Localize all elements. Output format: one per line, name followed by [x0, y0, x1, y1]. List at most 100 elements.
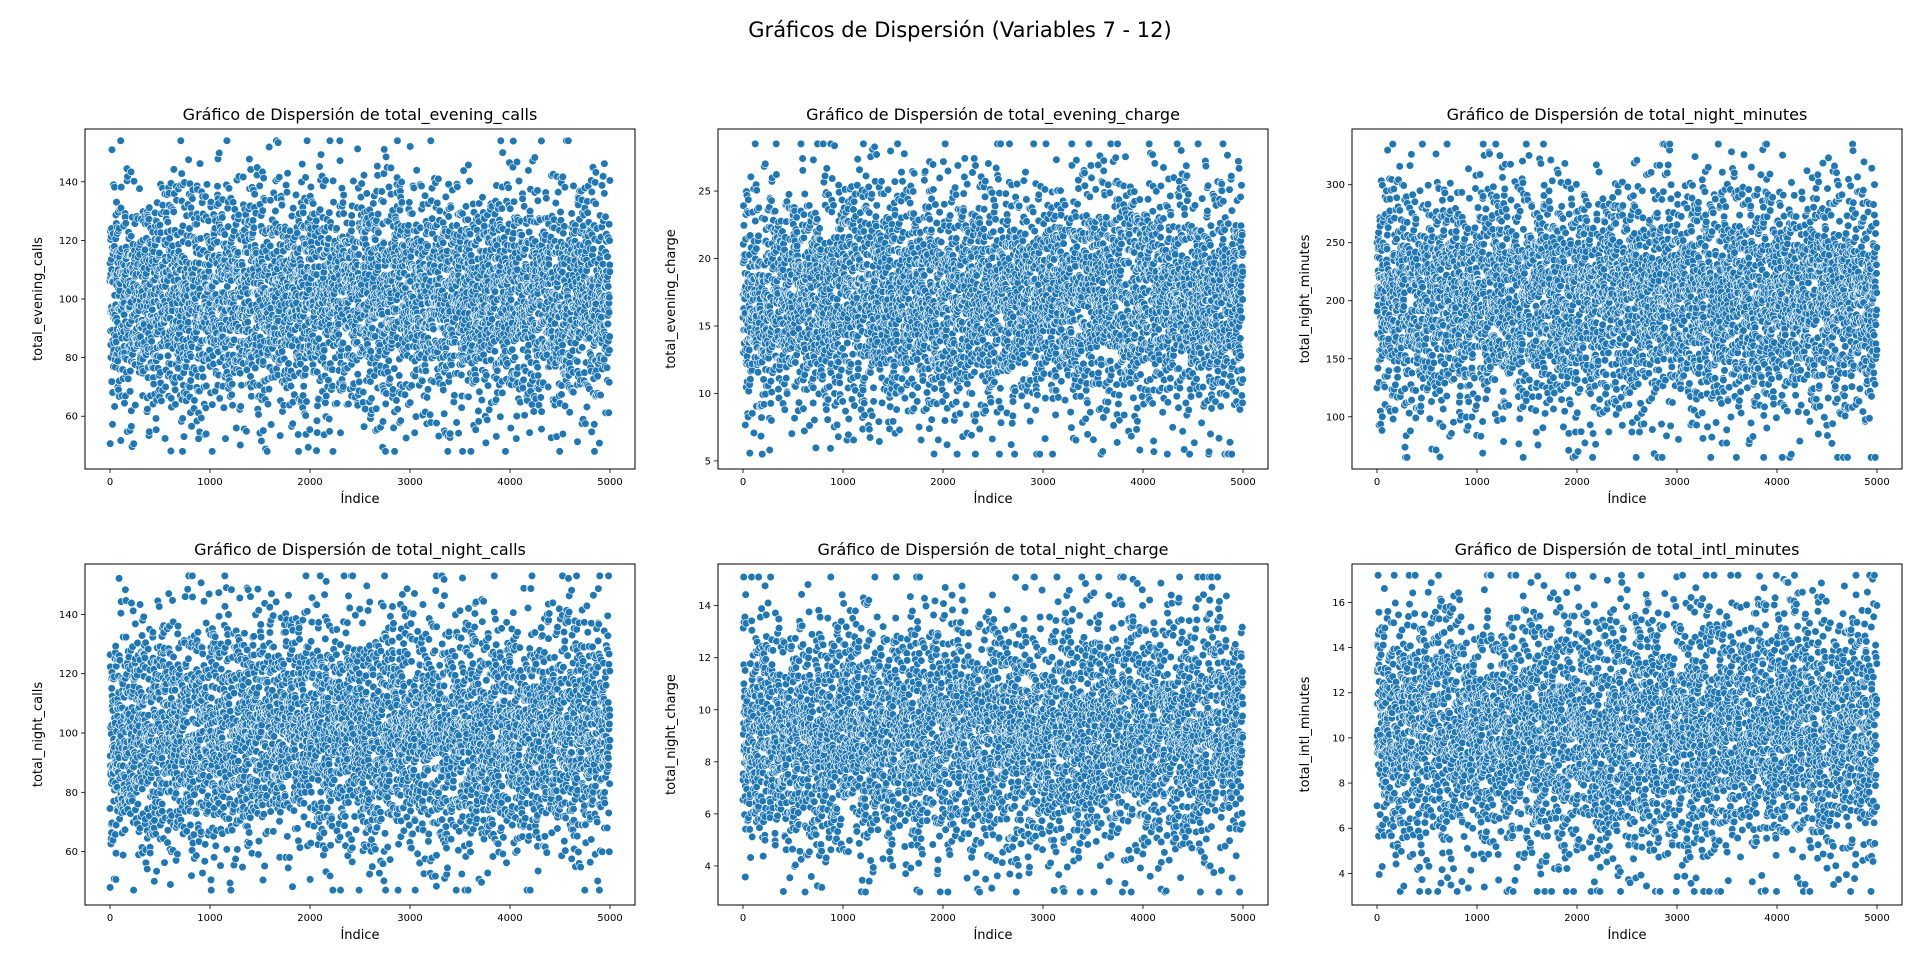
scatter-point	[148, 305, 157, 314]
scatter-point	[242, 427, 251, 436]
scatter-point	[446, 429, 455, 438]
scatter-point	[496, 136, 505, 145]
scatter-point	[129, 439, 138, 448]
scatter-point	[474, 417, 483, 426]
scatter-point	[433, 198, 442, 208]
scatter-point	[458, 447, 467, 456]
scatter-point	[147, 337, 156, 346]
scatter-point	[374, 228, 383, 237]
scatter-point	[236, 369, 245, 378]
scatter-point	[573, 357, 582, 366]
scatter-point	[395, 205, 405, 215]
scatter-point	[126, 387, 135, 396]
scatter-point	[116, 436, 125, 445]
scatter-point	[408, 209, 417, 218]
scatter-point	[202, 429, 211, 438]
scatter-point	[314, 334, 323, 343]
scatter-point	[161, 382, 170, 392]
scatter-point	[569, 388, 578, 397]
scatter-point	[426, 136, 435, 145]
scatter-point	[471, 425, 480, 434]
scatter-point	[395, 371, 404, 380]
scatter-point	[373, 162, 382, 171]
scatter-point	[301, 364, 310, 373]
scatter-point	[353, 370, 362, 379]
scatter-point	[597, 181, 607, 190]
scatter-point	[140, 245, 150, 255]
scatter-point	[583, 208, 592, 217]
scatter-point	[382, 152, 391, 161]
scatter-point	[595, 439, 604, 448]
scatter-point	[601, 212, 610, 221]
scatter-point	[304, 443, 313, 452]
scatter-point	[397, 198, 407, 207]
scatter-point	[215, 148, 224, 158]
scatter-point	[422, 393, 432, 402]
scatter-point	[166, 446, 175, 456]
scatter-point	[301, 173, 310, 182]
scatter-point	[582, 402, 592, 412]
scatter-point	[600, 189, 609, 198]
scatter-point	[283, 169, 292, 178]
scatter-point	[249, 223, 258, 232]
scatter-point	[335, 156, 345, 165]
scatter-point	[313, 428, 322, 437]
scatter-point	[257, 436, 266, 446]
scatter-point	[155, 220, 164, 230]
scatter-point	[116, 203, 126, 213]
scatter-point	[380, 145, 389, 154]
scatter-point	[368, 324, 377, 333]
scatter-point	[264, 385, 274, 394]
scatter-point	[450, 391, 459, 400]
scatter-point	[591, 168, 601, 177]
scatter-point	[306, 182, 316, 192]
scatter-point	[465, 230, 475, 239]
scatter-point	[464, 160, 473, 170]
scatter-point	[250, 190, 259, 199]
scatter-point	[407, 381, 416, 390]
scatter-point	[266, 196, 275, 205]
scatter-point	[265, 142, 274, 152]
scatter-point	[157, 396, 166, 405]
scatter-point	[426, 410, 435, 419]
scatter-point	[309, 199, 318, 208]
scatter-point	[385, 374, 395, 383]
scatter-point	[379, 197, 388, 206]
scatter-point	[243, 317, 252, 327]
scatter-point	[177, 169, 186, 178]
scatter-point	[233, 248, 242, 257]
scatter-point	[506, 295, 516, 304]
scatter-point	[230, 335, 239, 344]
scatter-point	[278, 347, 287, 356]
scatter-point	[483, 415, 492, 424]
scatter-point	[557, 390, 566, 399]
scatter-point	[392, 396, 401, 405]
scatter-point	[517, 230, 526, 240]
scatter-point	[558, 172, 567, 181]
scatter-point	[591, 199, 600, 208]
scatter-point	[590, 447, 599, 456]
scatter-point	[605, 293, 614, 302]
scatter-point	[349, 176, 358, 186]
scatter-point	[145, 427, 154, 436]
scatter-point	[176, 136, 185, 145]
scatter-point	[604, 220, 614, 229]
scatter-point	[195, 159, 205, 168]
scatter-point	[299, 382, 308, 391]
scatter-point	[457, 370, 466, 379]
scatter-point	[254, 410, 263, 419]
scatter-point	[319, 353, 328, 362]
scatter-point	[362, 189, 371, 198]
scatter-point	[219, 403, 228, 412]
scatter-point	[412, 166, 421, 175]
scatter-points	[105, 136, 615, 456]
scatter-point	[485, 405, 494, 414]
scatter-point	[512, 157, 522, 167]
scatter-point	[446, 203, 455, 212]
scatter-point	[525, 428, 534, 437]
scatter-point	[589, 245, 598, 254]
scatter-point	[208, 400, 217, 409]
scatter-point	[184, 155, 193, 164]
scatter-point	[567, 209, 576, 218]
scatter-point	[602, 363, 612, 372]
